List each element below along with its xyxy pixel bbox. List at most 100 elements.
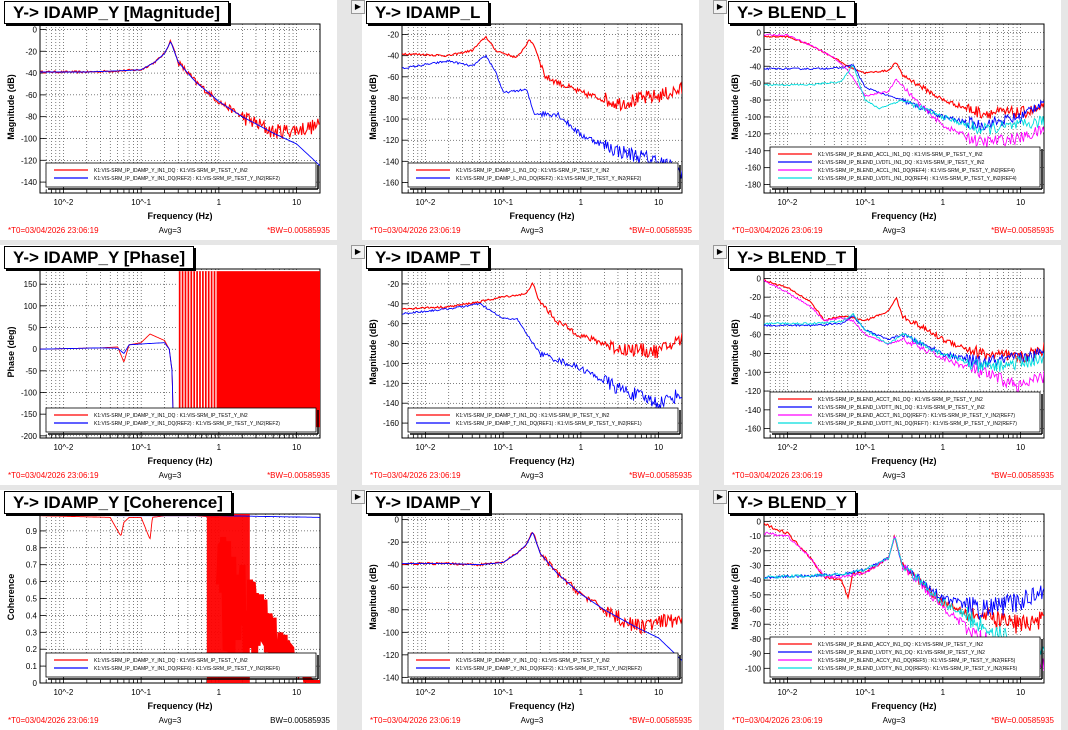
y-tick-label: -150 xyxy=(21,410,38,419)
x-tick-label: 1 xyxy=(941,198,946,207)
y-tick-label: 0.5 xyxy=(26,595,38,604)
panel-idamp-y: ▶ Y-> IDAMP_Y Magnitude (dB) Frequency (… xyxy=(351,490,699,730)
y-axis-label: Magnitude (dB) xyxy=(368,319,378,385)
panel-menu-arrow-icon[interactable]: ▶ xyxy=(351,0,365,14)
x-tick-label: 1 xyxy=(217,443,222,452)
chart-svg[interactable]: Magnitude (dB) Frequency (Hz) *T0=03/04/… xyxy=(362,490,699,730)
x-tick-label: 10 xyxy=(292,443,301,452)
y-tick-label: -100 xyxy=(745,664,762,673)
chart-svg[interactable]: Magnitude (dB) Frequency (Hz) *T0=03/04/… xyxy=(362,245,699,485)
y-tick-label: -140 xyxy=(21,178,38,187)
legend: K1:VIS-SRM_IP_BLEND_ACCY_IN1_DQ : K1:VIS… xyxy=(769,636,1043,680)
footer-average: Avg=3 xyxy=(159,716,182,725)
footer-timestamp: *T0=03/04/2026 23:06:19 xyxy=(370,716,461,725)
x-tick-label: 10^-1 xyxy=(493,198,513,207)
legend: K1:VIS-SRM_IP_BLEND_ACCL_IN1_DQ : K1:VIS… xyxy=(769,146,1043,190)
chart-svg[interactable]: Magnitude (dB) Frequency (Hz) *T0=03/04/… xyxy=(362,0,699,240)
chart-svg[interactable]: Phase (deg) Frequency (Hz) *T0=03/04/202… xyxy=(0,245,337,485)
y-tick-label: -60 xyxy=(749,606,761,615)
x-axis-label: Frequency (Hz) xyxy=(509,701,574,711)
x-tick-label: 10^-2 xyxy=(778,198,798,207)
y-tick-label: -60 xyxy=(387,320,399,329)
series-line xyxy=(402,302,682,410)
legend-box xyxy=(407,407,679,433)
x-tick-label: 10^-2 xyxy=(54,443,74,452)
y-axis-label: Magnitude (dB) xyxy=(730,74,740,140)
y-tick-label: -50 xyxy=(749,591,761,600)
panel-title: Y-> IDAMP_T xyxy=(366,246,490,269)
series-group xyxy=(40,271,320,432)
series-group xyxy=(764,33,1044,148)
legend-box xyxy=(407,162,679,188)
y-tick-label: -120 xyxy=(745,130,762,139)
panel-menu-arrow-icon[interactable]: ▶ xyxy=(713,490,727,504)
y-tick-label: -120 xyxy=(383,136,400,145)
legend-box xyxy=(45,652,317,678)
x-tick-label: 10^-1 xyxy=(493,688,513,697)
legend-entry: K1:VIS-SRM_IP_BLEND_LVDTT_IN1_DQ : K1:VI… xyxy=(818,405,985,411)
footer-timestamp: *T0=03/04/2026 23:06:19 xyxy=(732,226,823,235)
x-axis-label: Frequency (Hz) xyxy=(871,211,936,221)
series-line xyxy=(402,281,682,359)
x-tick-label: 10^-1 xyxy=(855,198,875,207)
series-line xyxy=(764,313,1044,373)
y-tick-label: -160 xyxy=(745,425,762,434)
y-tick-label: -70 xyxy=(749,620,761,629)
y-tick-label: -140 xyxy=(383,399,400,408)
footer-average: Avg=3 xyxy=(521,226,544,235)
x-axis-label: Frequency (Hz) xyxy=(147,456,212,466)
footer-average: Avg=3 xyxy=(159,226,182,235)
y-tick-label: -120 xyxy=(21,156,38,165)
footer-bandwidth: *BW=0.00585935 xyxy=(629,226,692,235)
footer-timestamp: *T0=03/04/2026 23:06:19 xyxy=(370,471,461,480)
chart-svg[interactable]: Magnitude (dB) Frequency (Hz) *T0=03/04/… xyxy=(724,490,1061,730)
panel-menu-arrow-icon[interactable]: ▶ xyxy=(351,245,365,259)
series-line xyxy=(764,279,1044,393)
x-tick-label: 10 xyxy=(654,198,663,207)
legend-entry: K1:VIS-SRM_IP_IDAMP_T_IN1_DQ(REF1) : K1:… xyxy=(456,421,642,427)
panel-menu-arrow-icon[interactable]: ▶ xyxy=(713,245,727,259)
y-tick-label: -20 xyxy=(387,280,399,289)
y-tick-label: -40 xyxy=(387,300,399,309)
x-tick-label: 10^-1 xyxy=(131,443,151,452)
series-group xyxy=(764,522,1044,676)
series-group xyxy=(764,278,1044,393)
x-tick-label: 10 xyxy=(292,198,301,207)
panel-idamp-y-phase: Y-> IDAMP_Y [Phase] Phase (deg) Frequenc… xyxy=(0,245,337,485)
x-tick-label: 10^-2 xyxy=(778,688,798,697)
y-tick-label: -100 xyxy=(383,628,400,637)
footer-bandwidth: *BW=0.00585935 xyxy=(629,716,692,725)
chart-svg[interactable]: Magnitude (dB) Frequency (Hz) *T0=03/04/… xyxy=(724,0,1061,240)
y-tick-label: -80 xyxy=(749,350,761,359)
x-tick-label: 1 xyxy=(579,688,584,697)
y-tick-label: 0.9 xyxy=(26,527,38,536)
x-tick-label: 10 xyxy=(654,443,663,452)
y-tick-label: 50 xyxy=(28,324,37,333)
footer-timestamp: *T0=03/04/2026 23:06:19 xyxy=(732,716,823,725)
chart-svg[interactable]: Magnitude (dB) Frequency (Hz) *T0=03/04/… xyxy=(724,245,1061,485)
chart-svg[interactable]: Coherence Frequency (Hz) *T0=03/04/2026 … xyxy=(0,490,337,730)
panel-title: Y-> IDAMP_L xyxy=(366,1,490,24)
panel-menu-arrow-icon[interactable]: ▶ xyxy=(351,490,365,504)
legend-entry: K1:VIS-SRM_IP_IDAMP_Y_IN1_DQ : K1:VIS-SR… xyxy=(94,413,248,419)
x-tick-label: 10^-2 xyxy=(54,688,74,697)
y-tick-label: -40 xyxy=(749,62,761,71)
panel-menu-arrow-icon[interactable]: ▶ xyxy=(713,0,727,14)
y-tick-label: -40 xyxy=(25,69,37,78)
series-line xyxy=(764,33,1044,148)
panel-idamp-y-magnitude: Y-> IDAMP_Y [Magnitude] Magnitude (dB) F… xyxy=(0,0,337,240)
x-tick-label: 1 xyxy=(217,198,222,207)
y-tick-label: -140 xyxy=(383,673,400,682)
panel-title: Y-> IDAMP_Y xyxy=(366,491,491,514)
chart-svg[interactable]: Magnitude (dB) Frequency (Hz) *T0=03/04/… xyxy=(0,0,337,240)
legend: K1:VIS-SRM_IP_IDAMP_T_IN1_DQ : K1:VIS-SR… xyxy=(407,407,681,435)
footer-bandwidth: *BW=0.00585935 xyxy=(991,471,1054,480)
legend-entry: K1:VIS-SRM_IP_BLEND_ACCL_IN1_DQ(REF4) : … xyxy=(818,168,1015,174)
y-tick-label: -50 xyxy=(25,367,37,376)
footer-timestamp: *T0=03/04/2026 23:06:19 xyxy=(370,226,461,235)
legend-box xyxy=(769,391,1041,433)
y-tick-label: -100 xyxy=(21,389,38,398)
y-tick-label: -140 xyxy=(383,157,400,166)
y-tick-label: 100 xyxy=(24,302,38,311)
y-tick-label: -20 xyxy=(25,47,37,56)
